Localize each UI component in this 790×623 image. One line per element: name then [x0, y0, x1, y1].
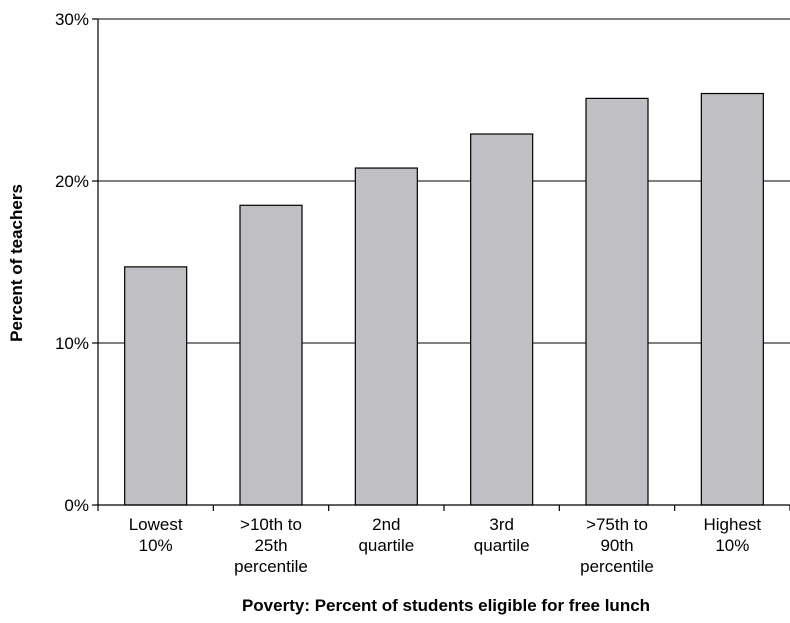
y-tick-label: 30% [55, 10, 89, 29]
y-tick-label: 10% [55, 334, 89, 353]
bar [585, 97, 649, 506]
bar [239, 204, 303, 506]
x-axis-title: Poverty: Percent of students eligible fo… [242, 596, 650, 615]
bar [470, 133, 534, 506]
x-ticks [97, 505, 790, 511]
y-tick-label: 20% [55, 172, 89, 191]
bar [700, 92, 764, 506]
gridlines [98, 18, 790, 344]
x-tick-label: Lowest 10% [129, 515, 183, 555]
x-tick-label: >10th to 25th percentile [234, 515, 308, 576]
bars [124, 92, 764, 506]
x-tick-label: Highest 10% [704, 515, 762, 555]
y-axis-title: Percent of teachers [7, 184, 26, 342]
bar [124, 266, 188, 506]
y-ticks: 0% 10% 20% 30% [55, 10, 98, 515]
y-tick-label: 0% [64, 496, 89, 515]
x-tick-label: >75th to 90th percentile [580, 515, 654, 576]
x-tick-label: 3rd quartile [474, 515, 530, 555]
category-labels: Lowest 10% >10th to 25th percentile 2nd quarti… [129, 515, 762, 576]
bar [354, 167, 418, 506]
x-tick-label: 2nd quartile [358, 515, 414, 555]
